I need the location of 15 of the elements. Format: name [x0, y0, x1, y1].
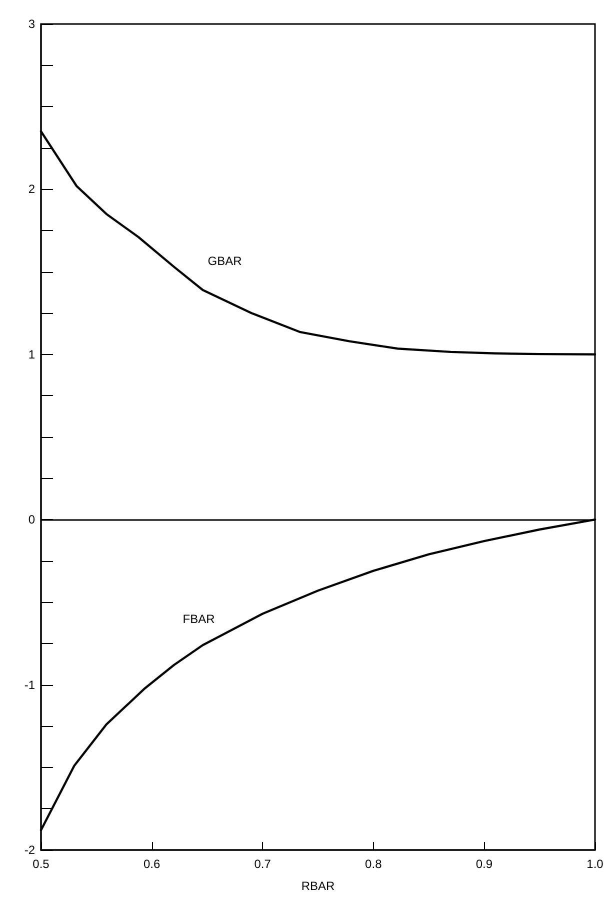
y-tick-label: 2 [28, 182, 36, 196]
x-axis-title: RBAR [301, 879, 335, 893]
y-tick-label: -2 [24, 843, 36, 857]
series-label: FBAR [182, 612, 216, 626]
y-tick-label: 1 [28, 347, 36, 362]
x-tick-label: 1.0 [586, 857, 604, 871]
x-tick-label: 0.5 [32, 857, 50, 871]
series-label: GBAR [208, 254, 242, 268]
x-tick-label: 0.9 [476, 857, 493, 871]
x-tick-label: 0.6 [143, 857, 160, 871]
y-tick-label: -1 [24, 678, 36, 692]
y-tick-label: 3 [28, 17, 36, 31]
x-tick-label: 0.8 [365, 857, 382, 871]
y-tick-label: 0 [28, 512, 36, 527]
x-tick-label: 0.7 [254, 857, 272, 871]
